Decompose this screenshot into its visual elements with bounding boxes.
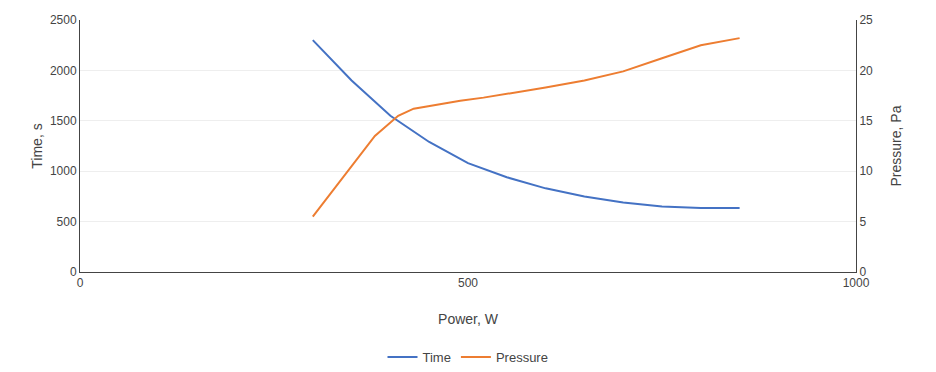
svg-text:Power, W: Power, W xyxy=(438,311,499,327)
svg-text:Time, s: Time, s xyxy=(29,123,45,168)
svg-text:2500: 2500 xyxy=(50,13,77,27)
svg-text:500: 500 xyxy=(57,215,77,229)
svg-text:25: 25 xyxy=(859,13,873,27)
svg-text:500: 500 xyxy=(458,276,478,290)
svg-text:10: 10 xyxy=(859,164,873,178)
svg-text:0: 0 xyxy=(77,276,84,290)
svg-text:Time: Time xyxy=(423,350,451,365)
svg-text:5: 5 xyxy=(859,215,866,229)
svg-text:1500: 1500 xyxy=(50,114,77,128)
svg-text:0: 0 xyxy=(70,265,77,279)
svg-text:1000: 1000 xyxy=(843,276,870,290)
svg-text:15: 15 xyxy=(859,114,873,128)
svg-text:Pressure: Pressure xyxy=(496,350,548,365)
svg-text:20: 20 xyxy=(859,64,873,78)
svg-text:1000: 1000 xyxy=(50,164,77,178)
svg-text:2000: 2000 xyxy=(50,64,77,78)
svg-text:0: 0 xyxy=(859,265,866,279)
svg-text:Pressure, Pa: Pressure, Pa xyxy=(888,105,904,186)
